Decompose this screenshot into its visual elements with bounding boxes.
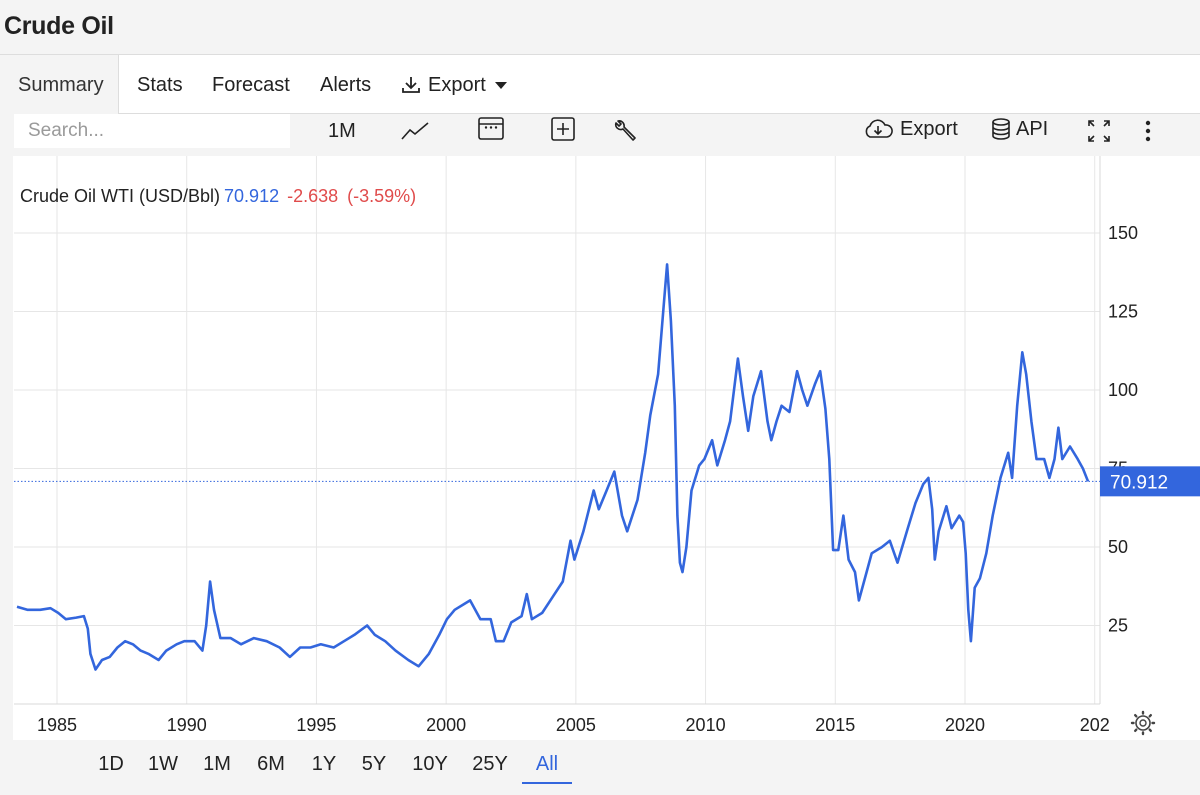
api-button[interactable]: API [990,114,1048,144]
search-input[interactable] [14,114,290,148]
x-tick-label: 2005 [556,715,596,735]
export-button[interactable]: Export [862,114,958,144]
range-10y[interactable]: 10Y [412,753,448,775]
y-tick-label: 100 [1108,380,1138,400]
ticker-change-pct: (-3.59%) [347,186,417,206]
x-tick-label: 1985 [37,715,77,735]
ticker-name: Crude Oil WTI (USD/Bbl) [20,186,221,206]
tabs-bar: Summary Stats Forecast Alerts Export [0,54,1200,117]
tab-alerts[interactable]: Alerts [320,74,372,96]
last-value-label: 70.912 [1110,472,1168,493]
range-25y[interactable]: 25Y [472,753,508,775]
range-selector: 1D 1W 1M 6M 1Y 5Y 10Y 25Y All [13,740,1200,788]
fullscreen-icon[interactable] [1086,116,1112,146]
last-value-badge [1100,466,1200,497]
cloud-download-icon [865,119,893,138]
x-tick-label: 2010 [686,715,726,735]
chart-panel [13,156,1200,740]
x-tick-label: 1995 [296,715,336,735]
x-tick-label: 2000 [426,715,466,735]
more-vertical-icon[interactable] [1141,116,1155,146]
range-1y[interactable]: 1Y [311,753,337,775]
tab-summary[interactable]: Summary [0,55,119,117]
y-tick-label: 25 [1108,616,1128,636]
download-icon [402,77,420,93]
range-1d[interactable]: 1D [98,753,124,775]
ticker-change: -2.638 [287,186,339,206]
range-all[interactable]: All [522,744,572,784]
price-series-line [16,263,1090,671]
calendar-icon[interactable] [477,114,505,144]
api-label: API [1016,117,1049,140]
x-tick-label: 2015 [815,715,855,735]
chart-toolbar: 1M Export API [0,114,1200,156]
wrench-icon[interactable] [612,116,638,146]
tab-export[interactable]: Export [400,55,507,115]
x-tick-label: 202 [1080,715,1110,735]
settings-gear-icon[interactable] [1130,710,1156,736]
range-6m[interactable]: 6M [257,753,285,775]
x-tick-label: 2020 [945,715,985,735]
interval-selector[interactable]: 1M [328,119,356,142]
page-title: Crude Oil [4,12,114,40]
database-icon [992,118,1010,140]
line-chart-icon[interactable] [400,116,430,146]
tab-export-label: Export [428,74,486,96]
y-tick-label: 125 [1108,302,1138,322]
ticker-price: 70.912 [224,186,280,206]
range-1w[interactable]: 1W [148,753,178,775]
ticker-summary: Crude Oil WTI (USD/Bbl) 70.912 -2.638 (-3.… [20,186,416,207]
tab-stats[interactable]: Stats [137,74,183,96]
y-tick-label: 50 [1108,537,1128,557]
chevron-down-icon [494,81,507,89]
tab-forecast[interactable]: Forecast [212,74,290,96]
range-1m[interactable]: 1M [203,753,231,775]
range-5y[interactable]: 5Y [361,753,387,775]
y-tick-label: 150 [1108,223,1138,243]
plus-box-icon[interactable] [550,114,576,144]
x-tick-label: 1990 [167,715,207,735]
export-label: Export [900,117,958,140]
